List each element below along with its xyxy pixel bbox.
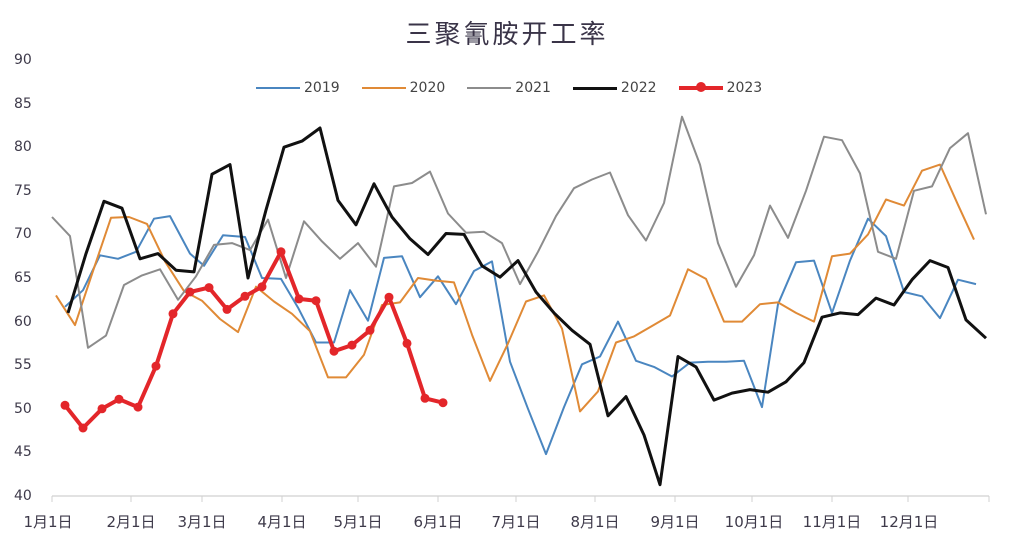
legend-marker-2023 (695, 82, 706, 92)
x-tick: 10月1日 (724, 513, 784, 531)
y-tick: 55 (14, 357, 32, 373)
legend-item-2021[interactable]: 2021 (467, 80, 551, 96)
data-point-marker[interactable] (384, 292, 394, 302)
legend-label-2021: 2021 (515, 80, 551, 96)
legend-label-2022: 2022 (620, 80, 657, 96)
y-tick: 45 (14, 444, 32, 460)
data-point-marker[interactable] (151, 361, 161, 371)
data-point-marker[interactable] (347, 340, 357, 350)
data-point-marker[interactable] (311, 296, 321, 306)
series-2019 (64, 215, 977, 456)
x-tick: 12月1日 (879, 513, 939, 531)
data-point-marker[interactable] (438, 398, 448, 408)
y-tick: 70 (14, 226, 32, 242)
data-point-marker[interactable] (204, 283, 214, 293)
y-tick: 65 (14, 270, 32, 286)
x-tick: 8月1日 (570, 513, 620, 531)
legend-swatch-2019 (256, 87, 300, 89)
data-point-marker[interactable] (114, 394, 124, 404)
legend-swatch-2020 (361, 87, 406, 89)
data-point-marker[interactable] (420, 393, 430, 403)
x-tick: 2月1日 (106, 513, 156, 531)
data-point-marker[interactable] (276, 247, 286, 257)
y-tick: 75 (14, 183, 32, 199)
x-tick: 3月1日 (177, 513, 227, 531)
legend-swatch-2023 (678, 82, 723, 92)
series-2022 (66, 126, 988, 487)
data-point-marker[interactable] (329, 346, 339, 356)
legend-label-2023: 2023 (726, 80, 763, 96)
y-tick: 85 (14, 96, 32, 112)
data-point-marker[interactable] (78, 423, 88, 433)
data-point-marker[interactable] (294, 294, 304, 304)
x-tick: 1月1日 (23, 513, 73, 531)
y-tick: 40 (14, 488, 32, 504)
series-line-2019 (64, 215, 977, 456)
series-2023 (60, 247, 448, 433)
series-2020 (55, 163, 975, 413)
y-tick: 80 (14, 139, 32, 155)
data-point-marker[interactable] (240, 291, 250, 301)
legend-label-2019: 2019 (304, 80, 340, 96)
series-line-2020 (55, 163, 975, 413)
y-tick: 90 (14, 52, 32, 68)
x-tick: 5月1日 (333, 513, 383, 531)
data-point-marker[interactable] (185, 287, 195, 297)
data-point-marker[interactable] (257, 282, 267, 292)
chart-title: 三聚氰胺开工率 (405, 20, 609, 50)
data-point-marker[interactable] (402, 338, 412, 348)
series-line-2021 (51, 115, 987, 349)
series-line-2022 (66, 126, 988, 487)
data-point-marker[interactable] (222, 304, 232, 314)
legend-swatch-2022 (572, 86, 617, 90)
legend-item-2019[interactable]: 2019 (256, 80, 340, 96)
data-point-marker[interactable] (133, 402, 143, 412)
x-tick: 7月1日 (491, 513, 541, 531)
series-2021 (51, 115, 987, 349)
series-line-2023 (63, 249, 444, 430)
x-tick: 9月1日 (650, 513, 700, 531)
legend-swatch-2021 (467, 87, 512, 89)
data-point-marker[interactable] (168, 309, 178, 319)
data-point-marker[interactable] (365, 325, 375, 335)
legend-item-2020[interactable]: 2020 (361, 80, 446, 96)
data-point-marker[interactable] (60, 400, 70, 410)
y-tick: 50 (14, 401, 32, 417)
legend-label-2020: 2020 (409, 80, 446, 96)
x-tick: 4月1日 (257, 513, 307, 531)
data-point-marker[interactable] (97, 404, 107, 414)
y-tick: 60 (14, 314, 32, 330)
x-tick: 11月1日 (802, 513, 862, 531)
legend: 2019 2020 2021 2022 2023 (256, 76, 784, 100)
x-tick: 6月1日 (413, 513, 463, 531)
legend-item-2023[interactable]: 2023 (678, 80, 763, 96)
legend-item-2022[interactable]: 2022 (572, 80, 657, 96)
